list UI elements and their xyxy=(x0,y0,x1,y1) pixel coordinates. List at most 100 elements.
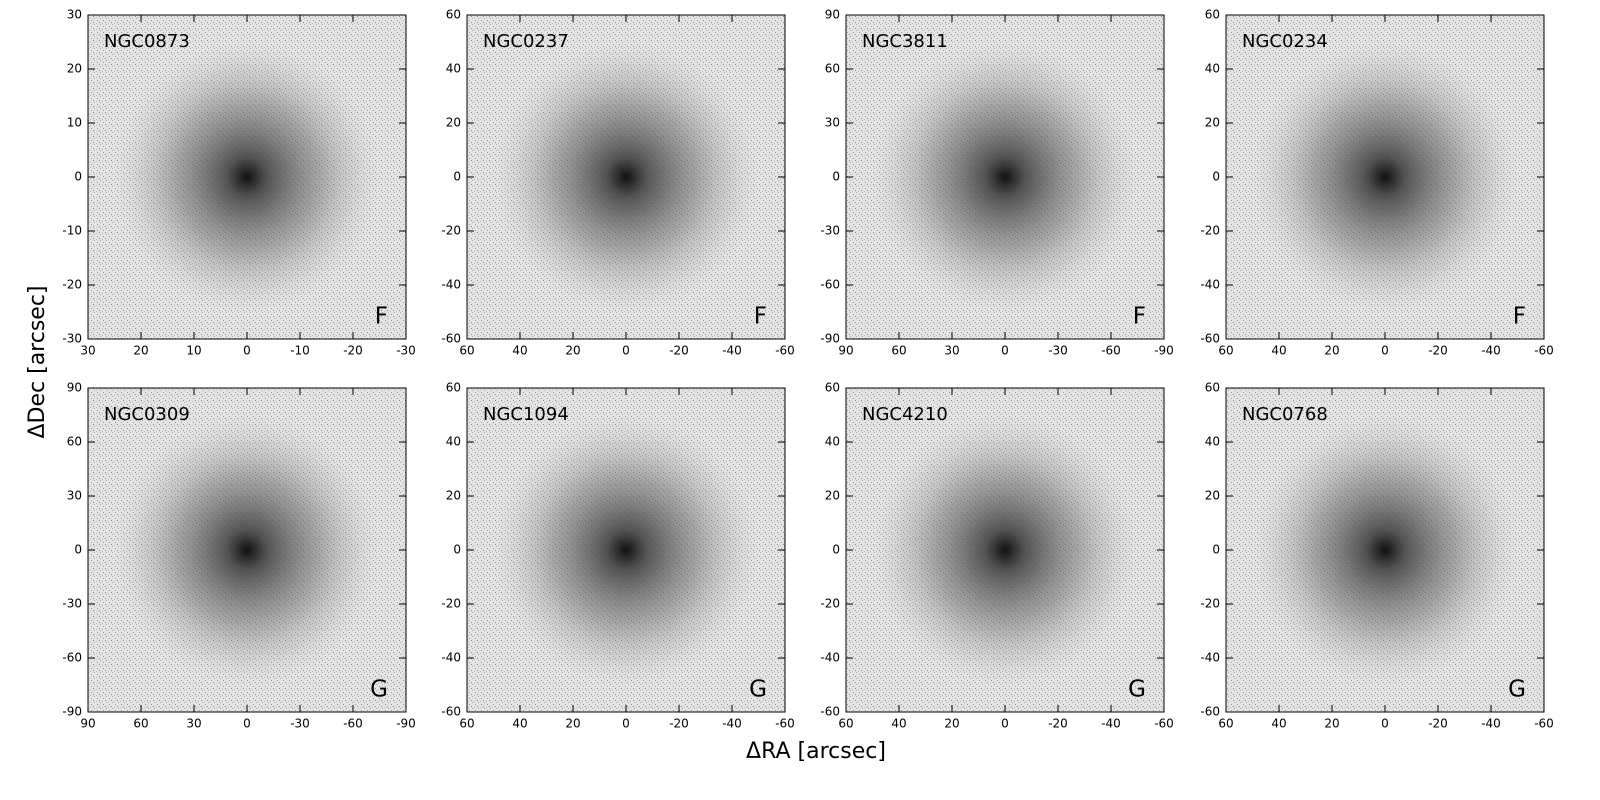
x-tick-label: -30 xyxy=(1048,344,1068,358)
x-tick-label: 60 xyxy=(1218,344,1233,358)
y-tick-label: -90 xyxy=(820,332,840,346)
x-tick-label: 0 xyxy=(1001,344,1009,358)
y-tick-label: -60 xyxy=(62,651,82,665)
y-tick-label: 0 xyxy=(1212,543,1220,557)
y-tick-label: 30 xyxy=(67,8,82,22)
x-tick-label: 40 xyxy=(891,717,906,731)
x-tick-label: 20 xyxy=(944,717,959,731)
y-tick-label: -30 xyxy=(62,332,82,346)
y-tick-label: 40 xyxy=(446,62,461,76)
y-tick-label: 0 xyxy=(74,543,82,557)
x-tick-label: -40 xyxy=(722,717,742,731)
y-tick-label: 10 xyxy=(67,116,82,130)
y-tick-label: 20 xyxy=(67,62,82,76)
y-tick-label: 0 xyxy=(832,543,840,557)
x-tick-label: 20 xyxy=(133,344,148,358)
y-tick-label: -60 xyxy=(1200,332,1220,346)
x-tick-label: 60 xyxy=(133,717,148,731)
y-tick-label: 20 xyxy=(446,489,461,503)
x-tick-label: -90 xyxy=(396,717,416,731)
x-tick-label: 0 xyxy=(622,344,630,358)
panel-title: NGC4210 xyxy=(862,404,948,425)
panel-label: G xyxy=(1128,677,1146,703)
x-tick-label: -20 xyxy=(669,344,689,358)
y-tick-label: 0 xyxy=(74,170,82,184)
y-tick-label: 30 xyxy=(67,489,82,503)
x-tick-label: 30 xyxy=(944,344,959,358)
y-tick-label: 40 xyxy=(1205,435,1220,449)
y-tick-label: 60 xyxy=(446,8,461,22)
x-tick-label: 60 xyxy=(1218,717,1233,731)
x-tick-label: 0 xyxy=(243,717,251,731)
x-tick-label: 40 xyxy=(1271,717,1286,731)
panel-title: NGC0768 xyxy=(1242,404,1328,425)
x-tick-label: -40 xyxy=(722,344,742,358)
x-tick-label: -20 xyxy=(343,344,363,358)
x-tick-label: 20 xyxy=(565,344,580,358)
x-tick-label: -30 xyxy=(290,717,310,731)
galaxy-image xyxy=(113,413,381,687)
y-tick-label: 30 xyxy=(825,116,840,130)
x-tick-label: 0 xyxy=(1381,717,1389,731)
y-tick-label: 60 xyxy=(1205,8,1220,22)
y-tick-label: -20 xyxy=(441,597,461,611)
y-tick-label: 20 xyxy=(1205,116,1220,130)
panel-label: G xyxy=(1508,677,1526,703)
x-tick-label: -20 xyxy=(1428,344,1448,358)
x-tick-label: 20 xyxy=(1324,717,1339,731)
y-tick-label: 0 xyxy=(453,543,461,557)
y-tick-label: 60 xyxy=(446,381,461,395)
x-tick-label: 40 xyxy=(512,717,527,731)
y-tick-label: -20 xyxy=(820,597,840,611)
galaxy-image xyxy=(871,40,1139,314)
galaxy-image xyxy=(492,40,760,314)
x-tick-label: 60 xyxy=(459,717,474,731)
x-tick-label: -40 xyxy=(1101,717,1121,731)
y-tick-label: -20 xyxy=(1200,224,1220,238)
panel-label: F xyxy=(754,304,767,330)
panel-label: F xyxy=(1513,304,1526,330)
x-tick-label: 60 xyxy=(459,344,474,358)
y-tick-label: -20 xyxy=(1200,597,1220,611)
x-tick-label: 30 xyxy=(186,717,201,731)
y-tick-label: -60 xyxy=(1200,705,1220,719)
y-tick-label: 60 xyxy=(1205,381,1220,395)
x-tick-label: -10 xyxy=(290,344,310,358)
x-tick-label: 90 xyxy=(838,344,853,358)
x-tick-label: 60 xyxy=(838,717,853,731)
panel-label: G xyxy=(370,677,388,703)
x-axis-label: ΔRA [arcsec] xyxy=(746,739,886,764)
x-tick-label: -60 xyxy=(1534,344,1554,358)
y-tick-label: -20 xyxy=(62,278,82,292)
y-tick-label: 40 xyxy=(1205,62,1220,76)
x-tick-label: -40 xyxy=(1481,344,1501,358)
y-tick-label: -40 xyxy=(441,278,461,292)
y-tick-label: -60 xyxy=(441,332,461,346)
y-tick-label: -40 xyxy=(1200,651,1220,665)
y-axis-label: ΔDec [arcsec] xyxy=(25,285,50,438)
x-tick-label: 30 xyxy=(80,344,95,358)
panel-label: F xyxy=(1133,304,1146,330)
y-tick-label: -40 xyxy=(820,651,840,665)
x-tick-label: 0 xyxy=(1381,344,1389,358)
x-tick-label: -60 xyxy=(1101,344,1121,358)
x-tick-label: -60 xyxy=(1534,717,1554,731)
y-tick-label: -20 xyxy=(441,224,461,238)
y-tick-label: -60 xyxy=(441,705,461,719)
y-tick-label: -90 xyxy=(62,705,82,719)
y-tick-label: 0 xyxy=(1212,170,1220,184)
x-tick-label: -90 xyxy=(1154,344,1174,358)
x-tick-label: -20 xyxy=(1048,717,1068,731)
x-tick-label: -60 xyxy=(775,717,795,731)
y-tick-label: -40 xyxy=(1200,278,1220,292)
x-tick-label: 0 xyxy=(243,344,251,358)
y-tick-label: -60 xyxy=(820,705,840,719)
panel-label: F xyxy=(375,304,388,330)
y-tick-label: -40 xyxy=(441,651,461,665)
x-tick-label: -30 xyxy=(396,344,416,358)
x-tick-label: -60 xyxy=(775,344,795,358)
x-tick-label: 60 xyxy=(891,344,906,358)
y-tick-label: 60 xyxy=(67,435,82,449)
panel-title: NGC3811 xyxy=(862,31,948,52)
y-tick-label: 20 xyxy=(825,489,840,503)
